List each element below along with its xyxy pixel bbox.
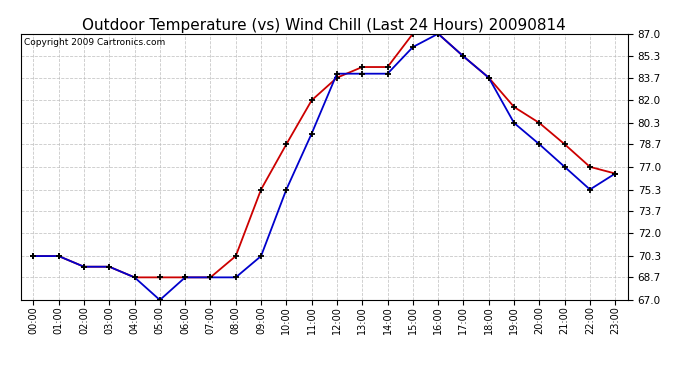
- Title: Outdoor Temperature (vs) Wind Chill (Last 24 Hours) 20090814: Outdoor Temperature (vs) Wind Chill (Las…: [82, 18, 566, 33]
- Text: Copyright 2009 Cartronics.com: Copyright 2009 Cartronics.com: [23, 38, 165, 47]
